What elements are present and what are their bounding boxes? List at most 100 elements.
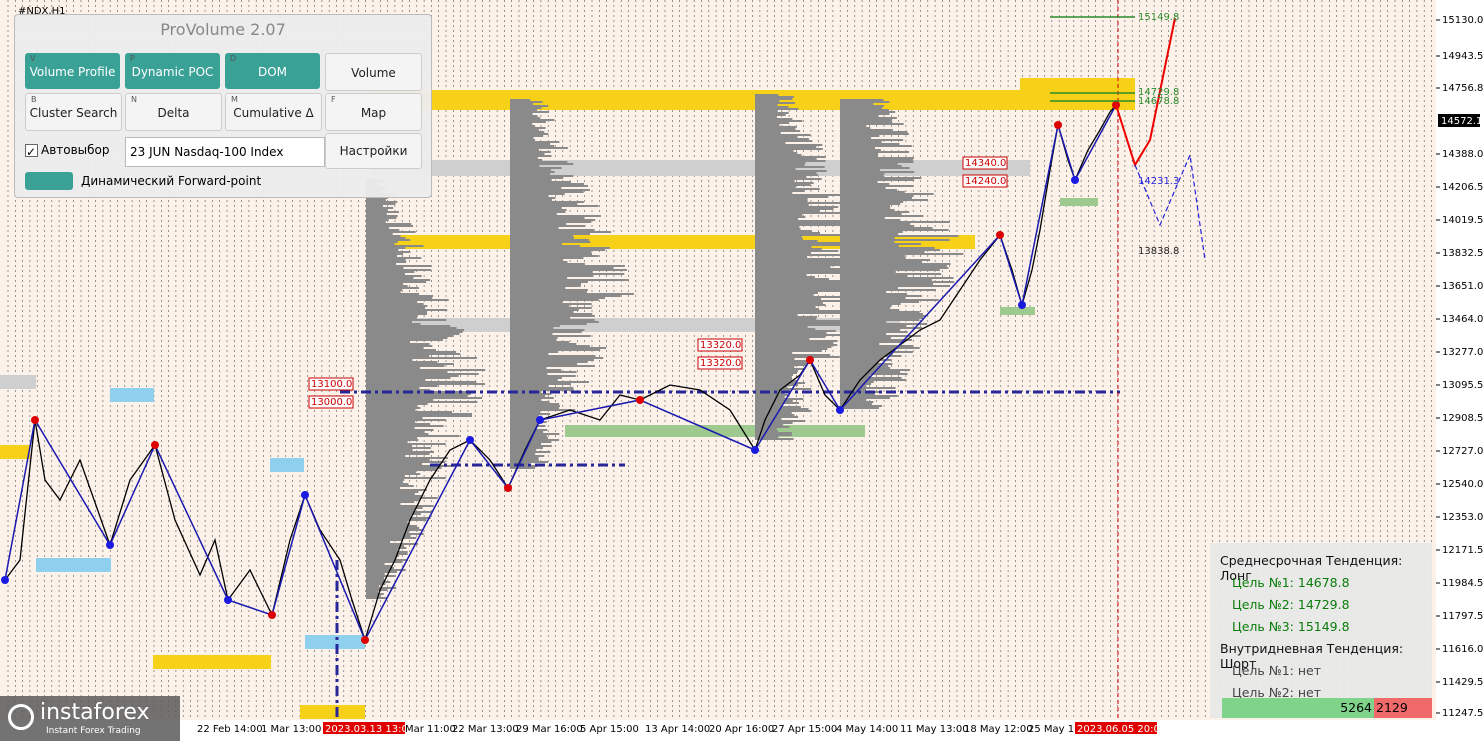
pivot <box>1054 121 1062 129</box>
price-label: 12540.0 <box>1442 479 1483 490</box>
price-label: 11984.5 <box>1442 578 1483 589</box>
zone <box>153 655 271 669</box>
zone <box>1020 78 1135 94</box>
panel-button[interactable]: Cumulative Δ M <box>225 93 322 131</box>
zone <box>370 90 1135 110</box>
target-label: 14729.8 <box>1138 87 1179 98</box>
mid-target: Цель №2: 14729.8 <box>1232 597 1350 612</box>
time-label: 22 Feb 14:00 <box>197 724 263 735</box>
time-highlight <box>1075 722 1157 734</box>
autoselect-label: Автовыбор <box>41 143 110 157</box>
pivot <box>836 406 844 414</box>
zone <box>565 425 865 437</box>
price-label: 14019.5 <box>1442 215 1483 226</box>
price-label: 12727.0 <box>1442 446 1483 457</box>
price-label: 14388.0 <box>1442 149 1483 160</box>
instrument-select[interactable]: 23 JUN Nasdaq-100 Index <box>125 137 325 167</box>
button-key: P <box>130 54 135 63</box>
panel-button[interactable]: DOM D <box>225 53 320 89</box>
button-label: Map <box>360 106 387 120</box>
price-label: 13277.0 <box>1442 347 1483 358</box>
button-label: Cluster Search <box>29 106 118 120</box>
zone-label: 13100.0 <box>311 379 352 390</box>
time-label: 2023.03.13 13:00 <box>325 724 414 735</box>
zone-label: 13320.0 <box>700 340 741 351</box>
autoselect[interactable]: ✓ Автовыбор <box>25 143 110 159</box>
button-label: Dynamic POC <box>131 65 214 79</box>
symbol: #NDX,H1 <box>18 6 65 17</box>
panel-button[interactable]: Volume <box>325 53 422 91</box>
price-label: 13464.0 <box>1442 314 1483 325</box>
panel-title: ProVolume 2.07 <box>160 20 286 39</box>
current-price-box <box>1438 114 1480 127</box>
price-label: 15130.0 <box>1442 15 1483 26</box>
panel-button[interactable]: Dynamic POC P <box>125 53 220 89</box>
target-label: 15149.8 <box>1138 12 1179 23</box>
panel-button[interactable]: Cluster Search B <box>25 93 122 131</box>
button-key: B <box>31 95 37 104</box>
target-label: 14678.8 <box>1138 96 1179 107</box>
pivot <box>996 231 1004 239</box>
pivot <box>636 396 644 404</box>
panel-button[interactable]: Map F <box>325 93 422 131</box>
zone <box>1000 307 1035 315</box>
toggle[interactable] <box>25 172 73 190</box>
price-label: 11429.5 <box>1442 677 1483 688</box>
button-label: DOM <box>257 65 288 79</box>
price-label: 12908.5 <box>1442 413 1483 424</box>
time-label: 5 Apr 15:00 <box>580 724 639 735</box>
time-label: 1 Mar 13:00 <box>261 724 321 735</box>
mid-target: Цель №3: 15149.8 <box>1232 619 1350 634</box>
zone-label-box <box>308 395 354 409</box>
sell-volume: 2129 <box>1374 698 1432 718</box>
panel-button[interactable]: Delta N <box>125 93 222 131</box>
price-label: 12171.5 <box>1442 545 1483 556</box>
pivot <box>224 596 232 604</box>
button-label: Volume Profile <box>29 65 116 79</box>
logo-icon <box>8 704 34 730</box>
panel-button[interactable]: Volume Profile V <box>25 53 120 89</box>
button-label: Volume <box>351 66 396 80</box>
target-label: 13838.8 <box>1138 246 1179 257</box>
zigzag <box>4 104 1117 642</box>
zone-label: 13000.0 <box>311 397 352 408</box>
zone-label-box <box>697 338 743 352</box>
time-label: 29 Mar 16:00 <box>516 724 583 735</box>
logo: instaforex Instant Forex Trading <box>0 696 180 741</box>
time-label: 4 May 14:00 <box>836 724 898 735</box>
zone <box>270 458 304 472</box>
time-label: 20 Apr 16:00 <box>709 724 774 735</box>
zone <box>1060 198 1098 206</box>
pivot <box>301 491 309 499</box>
pivot <box>504 484 512 492</box>
button-label: Cumulative Δ <box>233 106 314 120</box>
intraday-target: Цель №1: нет <box>1232 663 1322 678</box>
zone-label: 14340.0 <box>965 158 1006 169</box>
price-label: 11616.0 <box>1442 644 1483 655</box>
price-label: 13651.0 <box>1442 281 1483 292</box>
time-label: Mar 11:00 <box>405 724 456 735</box>
zone <box>0 375 36 389</box>
zone-label-box <box>308 377 354 391</box>
zone <box>0 445 30 459</box>
zone-label-box <box>962 174 1008 188</box>
price-label: 13095.5 <box>1442 380 1483 391</box>
settings-button[interactable]: Настройки <box>325 133 422 169</box>
time-label: 2023.06.05 20:00 <box>1077 724 1166 735</box>
intraday: Внутридневная Тенденция: Шорт <box>1220 641 1404 671</box>
price-label: 11797.5 <box>1442 611 1483 622</box>
forecast-up <box>1115 17 1176 168</box>
button-key: D <box>230 54 237 63</box>
button-key: V <box>30 54 36 63</box>
price-label: 14943.5 <box>1442 51 1483 62</box>
buy-volume: 5264 <box>1222 698 1374 718</box>
provolume-panel: ProVolume 2.07 ✓ Автовыбор 23 JUN Nasdaq-… <box>14 14 432 198</box>
pivot <box>106 541 114 549</box>
button-key: N <box>131 95 137 104</box>
time-label: 22 Mar 13:00 <box>452 724 519 735</box>
zone <box>300 705 365 719</box>
price-label: 12353.0 <box>1442 512 1483 523</box>
pivot <box>536 416 544 424</box>
zone <box>110 388 154 402</box>
forecast-down <box>1134 152 1206 261</box>
